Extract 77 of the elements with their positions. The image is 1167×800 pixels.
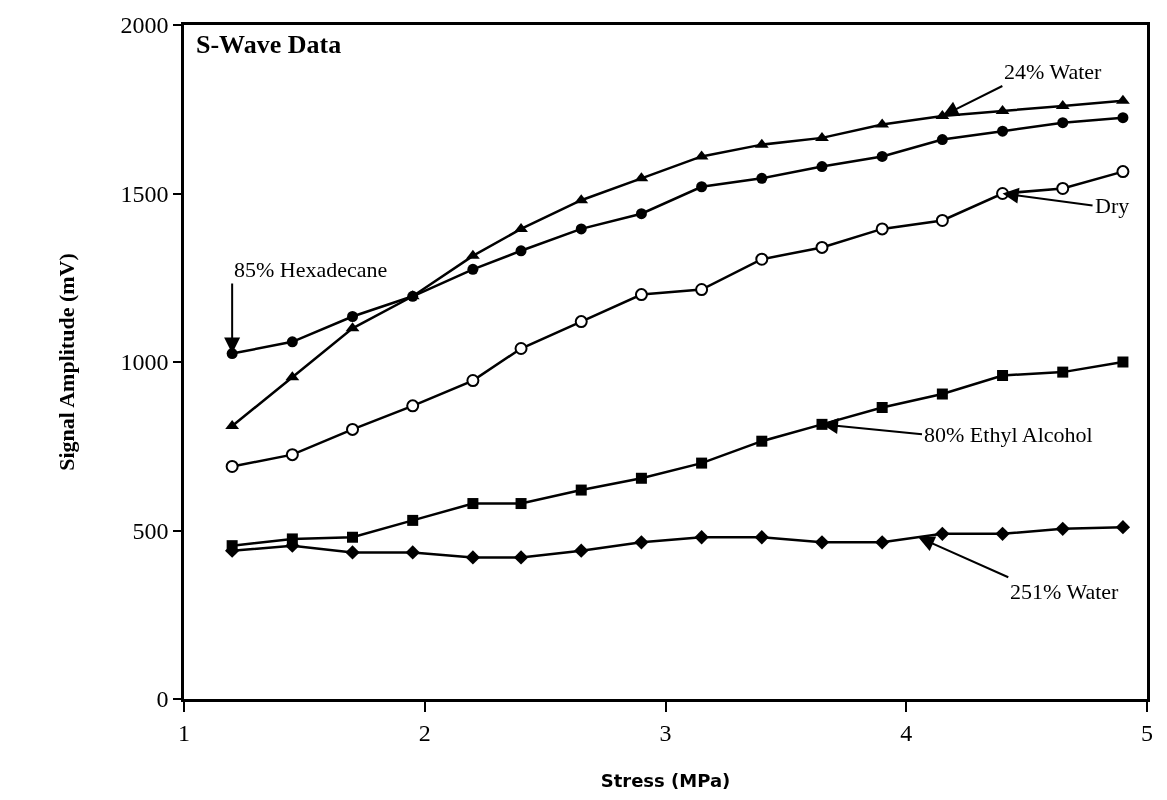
- x-tick-label: 2: [418, 719, 431, 746]
- point: [935, 526, 950, 542]
- annotation: 85% Hexadecane: [234, 257, 388, 282]
- point: [816, 161, 828, 173]
- point: [997, 369, 1009, 381]
- point: [466, 374, 480, 388]
- point: [635, 208, 647, 220]
- point: [694, 530, 709, 545]
- point: [225, 459, 239, 473]
- point: [514, 342, 528, 356]
- point: [346, 422, 360, 436]
- point: [407, 514, 419, 526]
- point: [1116, 165, 1130, 179]
- point: [876, 150, 888, 162]
- point: [1117, 356, 1129, 368]
- point: [696, 457, 708, 469]
- point: [515, 498, 527, 510]
- annotation: 24% Water: [1004, 59, 1103, 84]
- point: [935, 213, 949, 227]
- point: [574, 543, 589, 558]
- point: [815, 131, 829, 141]
- point: [634, 288, 648, 302]
- annotation: 80% Ethyl Alcohol: [924, 422, 1093, 447]
- point: [696, 181, 708, 193]
- point: [635, 472, 647, 484]
- x-tick-label: 4: [900, 719, 913, 746]
- point: [755, 252, 769, 266]
- point: [467, 498, 479, 510]
- y-tick-label: 1500: [120, 180, 169, 207]
- point: [995, 526, 1010, 542]
- point: [465, 550, 481, 565]
- y-tick-label: 500: [132, 517, 169, 544]
- point: [1117, 112, 1129, 124]
- point: [286, 336, 298, 348]
- point: [695, 283, 709, 297]
- annotation: Dry: [1095, 193, 1130, 218]
- point: [1116, 94, 1130, 104]
- point: [347, 531, 359, 543]
- point: [876, 402, 888, 413]
- x-axis-title: Stress (MPa): [600, 769, 731, 791]
- point: [513, 550, 529, 565]
- point: [574, 315, 588, 329]
- x-tick-label: 3: [659, 719, 672, 746]
- point: [875, 222, 889, 236]
- point: [936, 388, 948, 400]
- point: [756, 172, 768, 184]
- point: [575, 223, 587, 235]
- y-tick-label: 0: [156, 686, 169, 713]
- point: [1055, 521, 1070, 536]
- annotation: 251% Water: [1010, 579, 1120, 604]
- point: [634, 535, 649, 550]
- point: [815, 240, 829, 254]
- point: [514, 222, 528, 232]
- point: [515, 245, 527, 257]
- y-tick-label: 2000: [120, 12, 169, 39]
- point: [285, 448, 299, 462]
- point: [467, 263, 479, 275]
- point: [405, 545, 420, 560]
- point: [756, 435, 768, 447]
- point: [347, 311, 359, 323]
- point: [754, 530, 769, 545]
- y-tick-label: 1000: [120, 349, 169, 376]
- point: [814, 535, 830, 550]
- point: [1056, 181, 1070, 195]
- point: [875, 535, 890, 550]
- point: [406, 399, 420, 413]
- point: [345, 545, 360, 560]
- x-tick-label: 1: [178, 719, 190, 746]
- point: [997, 125, 1009, 137]
- x-tick-label: 5: [1141, 719, 1153, 746]
- point: [1115, 519, 1131, 535]
- y-axis-title: Signal Amplitude (mV): [54, 253, 80, 471]
- point: [1057, 366, 1069, 378]
- point: [1057, 117, 1069, 129]
- point: [575, 484, 587, 496]
- chart-title: S-Wave Data: [196, 30, 342, 59]
- point: [936, 134, 948, 146]
